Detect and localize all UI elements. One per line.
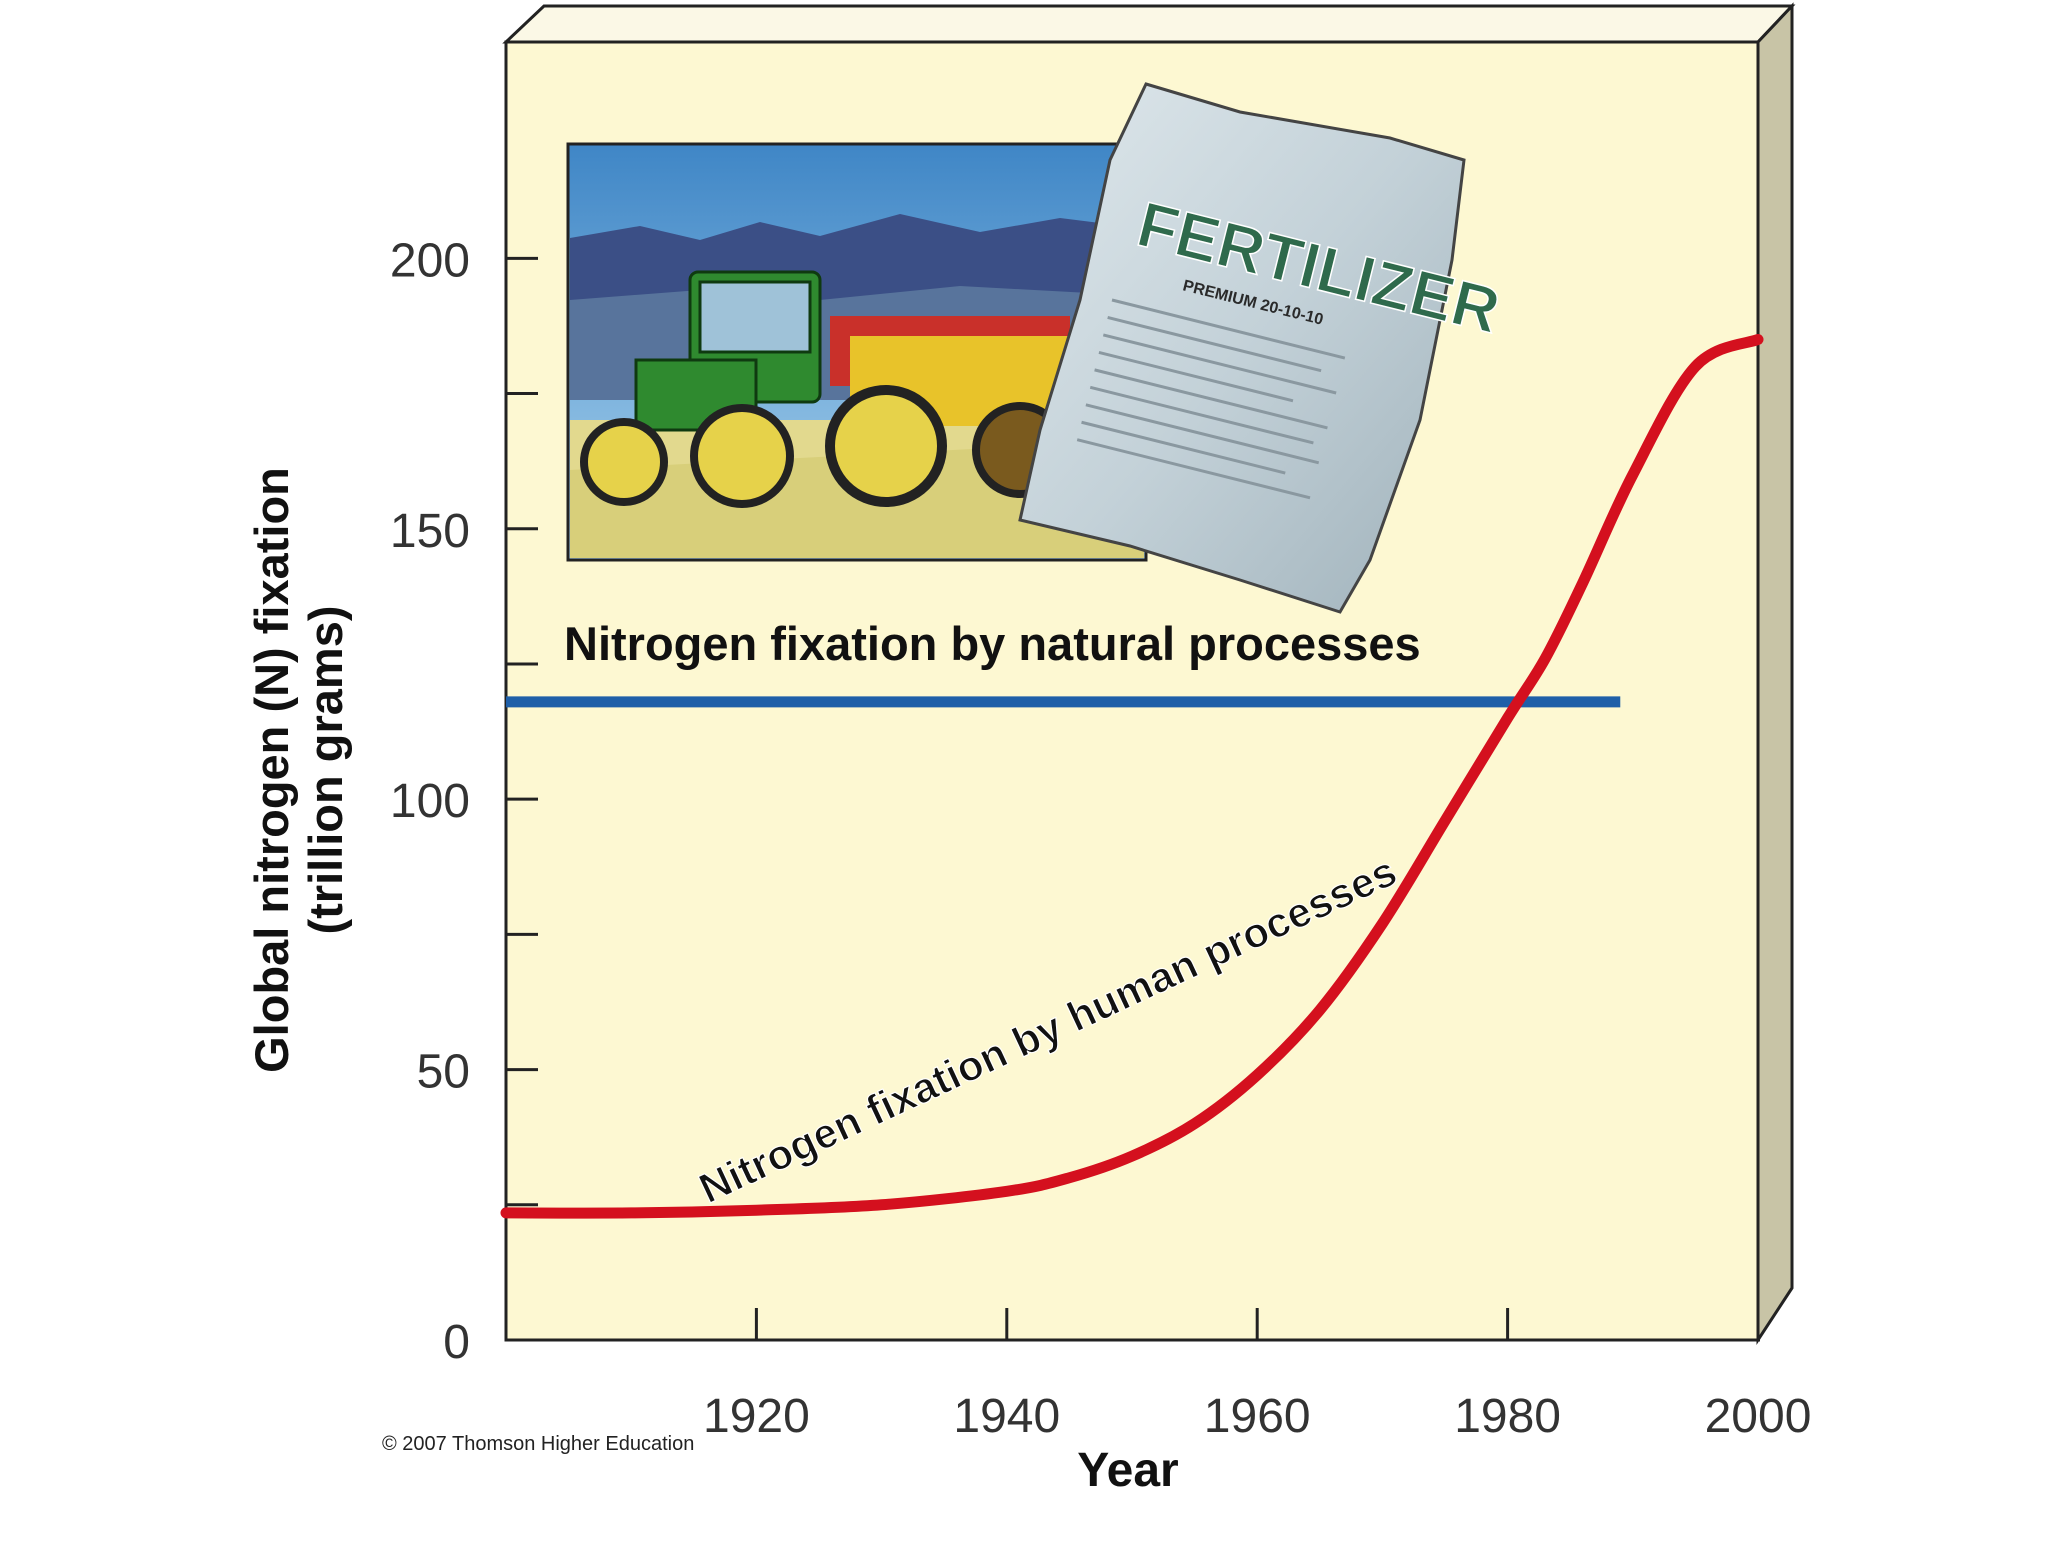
natural-process-label: Nitrogen fixation by natural processes [564, 617, 1421, 670]
x-tick-label: 1980 [1454, 1390, 1561, 1443]
y-axis-label-line1: Global nitrogen (N) fixation [245, 467, 298, 1073]
y-tick-label: 200 [390, 234, 470, 287]
series-human-line [500, 333, 1764, 1219]
y-axis-ticks: 0 50 100 150 200 [390, 234, 538, 1369]
y-tick-label: 50 [417, 1046, 470, 1099]
x-axis-label: Year [1077, 1444, 1178, 1497]
x-tick-label: 1960 [1204, 1390, 1311, 1443]
x-tick-label: 2000 [1705, 1390, 1812, 1443]
panel-side-face [1756, 2, 1794, 1346]
y-axis-label-line2: (trillion grams) [299, 605, 352, 934]
y-tick-label: 0 [443, 1316, 470, 1369]
x-tick-label: 1920 [703, 1390, 810, 1443]
x-tick-label: 1940 [953, 1390, 1060, 1443]
bag-fine-print [1076, 298, 1346, 500]
x-axis-ticks: 1920 1940 1960 1980 2000 [703, 1308, 1811, 1443]
y-tick-label: 100 [390, 775, 470, 828]
panel-top-face [502, 4, 1796, 44]
y-tick-label: 150 [390, 505, 470, 558]
copyright-text: © 2007 Thomson Higher Education [382, 1433, 694, 1455]
fertilizer-bag-illustration: FERTILIZER PREMIUM 20-10-10 [1018, 82, 1508, 614]
